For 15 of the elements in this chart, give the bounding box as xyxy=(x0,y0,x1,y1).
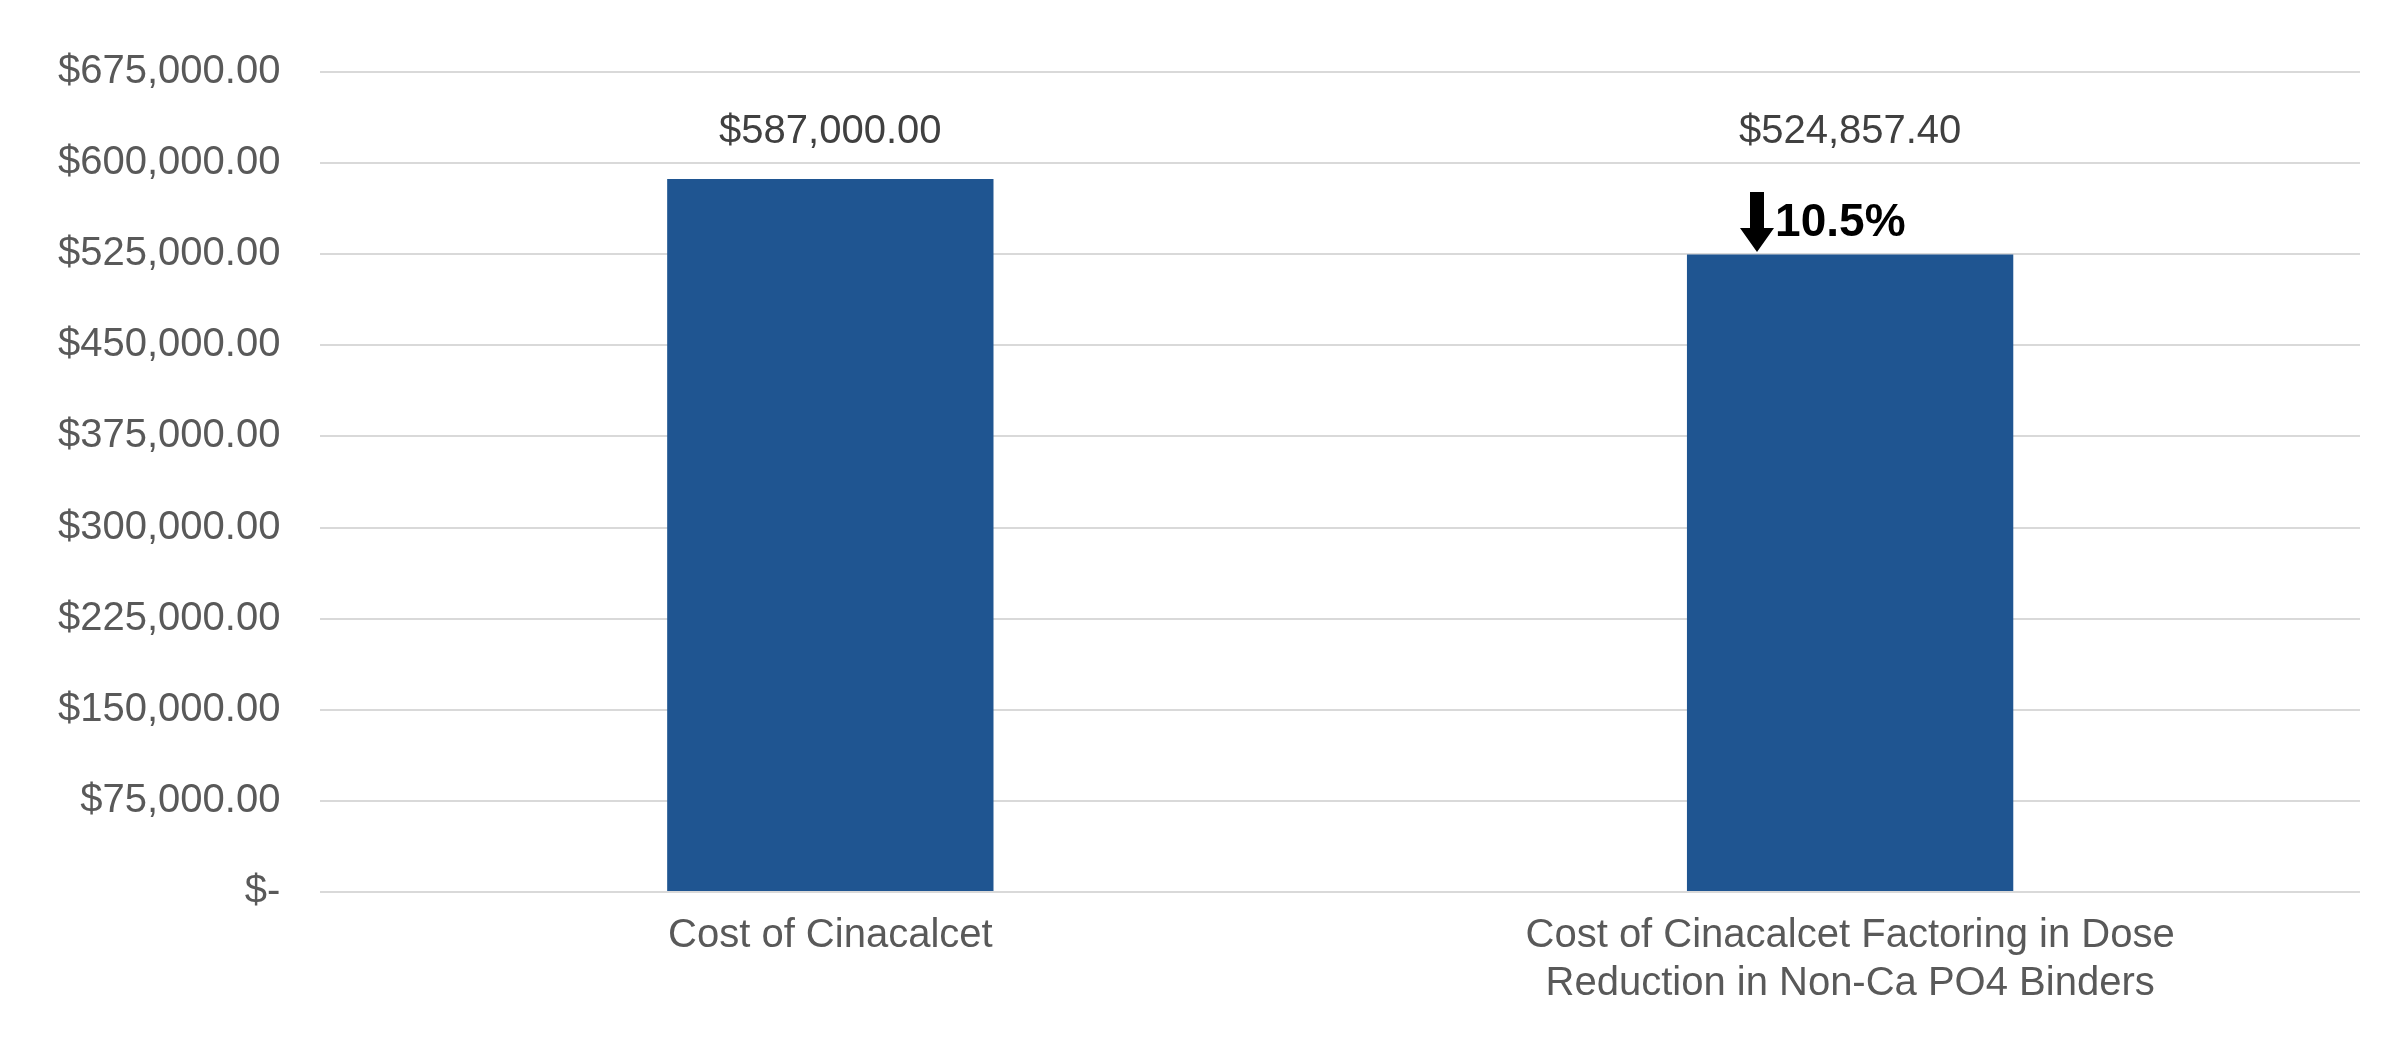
x-tick-label: Cost of Cinacalcet xyxy=(668,911,993,956)
y-tick-label: $450,000.00 xyxy=(57,320,281,365)
y-tick-label: $600,000.00 xyxy=(57,138,281,183)
y-tick-label: $75,000.00 xyxy=(80,775,281,820)
y-tick-label: $675,000.00 xyxy=(57,47,281,92)
data-label: $524,857.40 xyxy=(1738,107,1962,152)
y-tick-label: $150,000.00 xyxy=(57,684,281,729)
x-tick-label: Cost of Cinacalcet Factoring in Dose Reduction in Non-Ca PO4 Binders xyxy=(1525,911,2175,1004)
y-tick-label: $375,000.00 xyxy=(57,411,281,456)
y-tick-label: $- xyxy=(244,867,281,912)
y-tick-label: $300,000.00 xyxy=(57,502,281,547)
y-tick-label: $525,000.00 xyxy=(57,229,281,274)
annotation: 10.5% xyxy=(1775,194,1906,247)
y-tick-label: $225,000.00 xyxy=(57,593,281,638)
data-label: $587,000.00 xyxy=(719,107,942,152)
